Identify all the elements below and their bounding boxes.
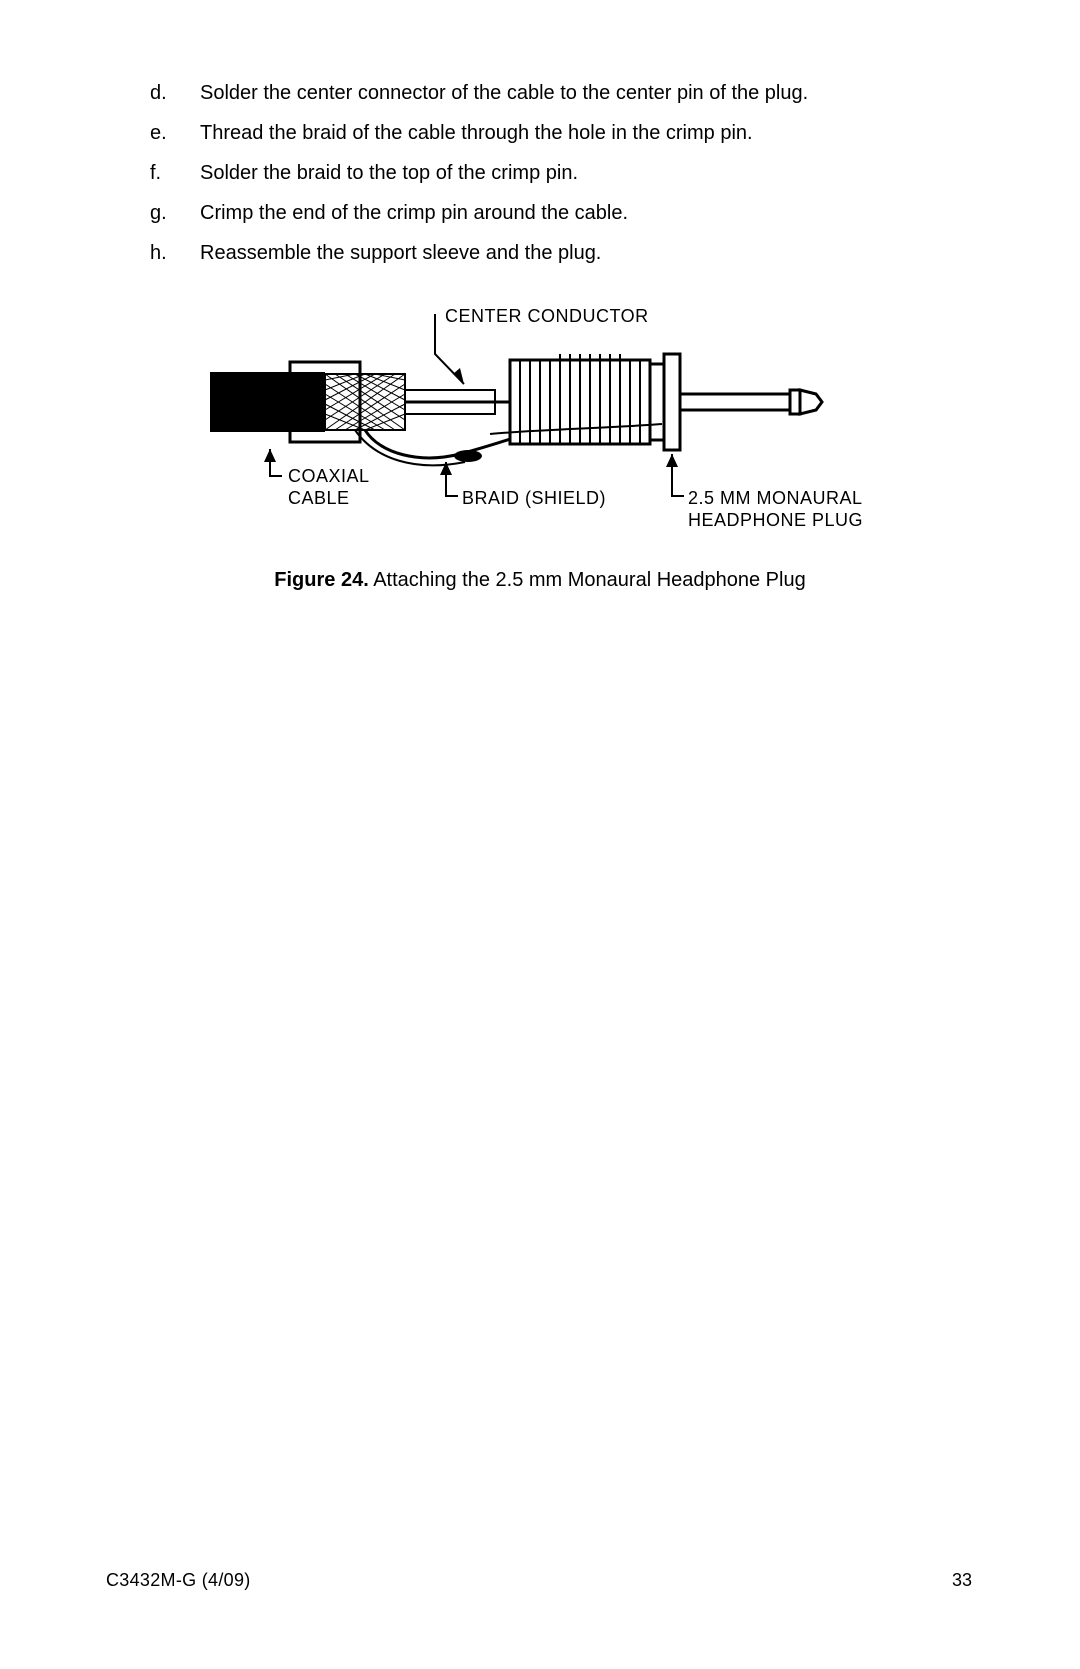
content-area: d. Solder the center connector of the ca… bbox=[150, 78, 930, 592]
step-marker: g. bbox=[150, 198, 200, 228]
figure-24: CENTER CONDUCTOR bbox=[150, 304, 930, 592]
plug-shaft bbox=[680, 394, 790, 410]
label-center-conductor: CENTER CONDUCTOR bbox=[445, 306, 649, 326]
step-marker: d. bbox=[150, 78, 200, 108]
footer-page-number: 33 bbox=[952, 1570, 972, 1591]
list-item: h. Reassemble the support sleeve and the… bbox=[150, 238, 930, 268]
footer-doc-id: C3432M-G (4/09) bbox=[106, 1570, 251, 1591]
label-braid-shield: BRAID (SHIELD) bbox=[462, 488, 606, 508]
label-coaxial: COAXIAL bbox=[288, 466, 370, 486]
step-marker: h. bbox=[150, 238, 200, 268]
list-item: d. Solder the center connector of the ca… bbox=[150, 78, 930, 108]
label-cable: CABLE bbox=[288, 488, 350, 508]
list-item: e. Thread the braid of the cable through… bbox=[150, 118, 930, 148]
step-text: Solder the braid to the top of the crimp… bbox=[200, 158, 578, 188]
plug-tip bbox=[800, 390, 822, 414]
list-item: g. Crimp the end of the crimp pin around… bbox=[150, 198, 930, 228]
step-marker: f. bbox=[150, 158, 200, 188]
step-text: Solder the center connector of the cable… bbox=[200, 78, 808, 108]
step-text: Crimp the end of the crimp pin around th… bbox=[200, 198, 628, 228]
headphone-plug-diagram: CENTER CONDUCTOR bbox=[210, 304, 870, 564]
step-text: Reassemble the support sleeve and the pl… bbox=[200, 238, 601, 268]
label-plug-line1: 2.5 MM MONAURAL bbox=[688, 488, 863, 508]
figure-caption-label: Figure 24. bbox=[274, 569, 368, 591]
figure-caption: Figure 24. Attaching the 2.5 mm Monaural… bbox=[150, 569, 930, 592]
coaxial-cable-jacket bbox=[210, 372, 325, 432]
step-text: Thread the braid of the cable through th… bbox=[200, 118, 753, 148]
step-marker: e. bbox=[150, 118, 200, 148]
figure-caption-text: Attaching the 2.5 mm Monaural Headphone … bbox=[373, 569, 806, 591]
instruction-list: d. Solder the center connector of the ca… bbox=[150, 78, 930, 268]
document-page: d. Solder the center connector of the ca… bbox=[0, 0, 1080, 1669]
list-item: f. Solder the braid to the top of the cr… bbox=[150, 158, 930, 188]
label-plug-line2: HEADPHONE PLUG bbox=[688, 510, 863, 530]
